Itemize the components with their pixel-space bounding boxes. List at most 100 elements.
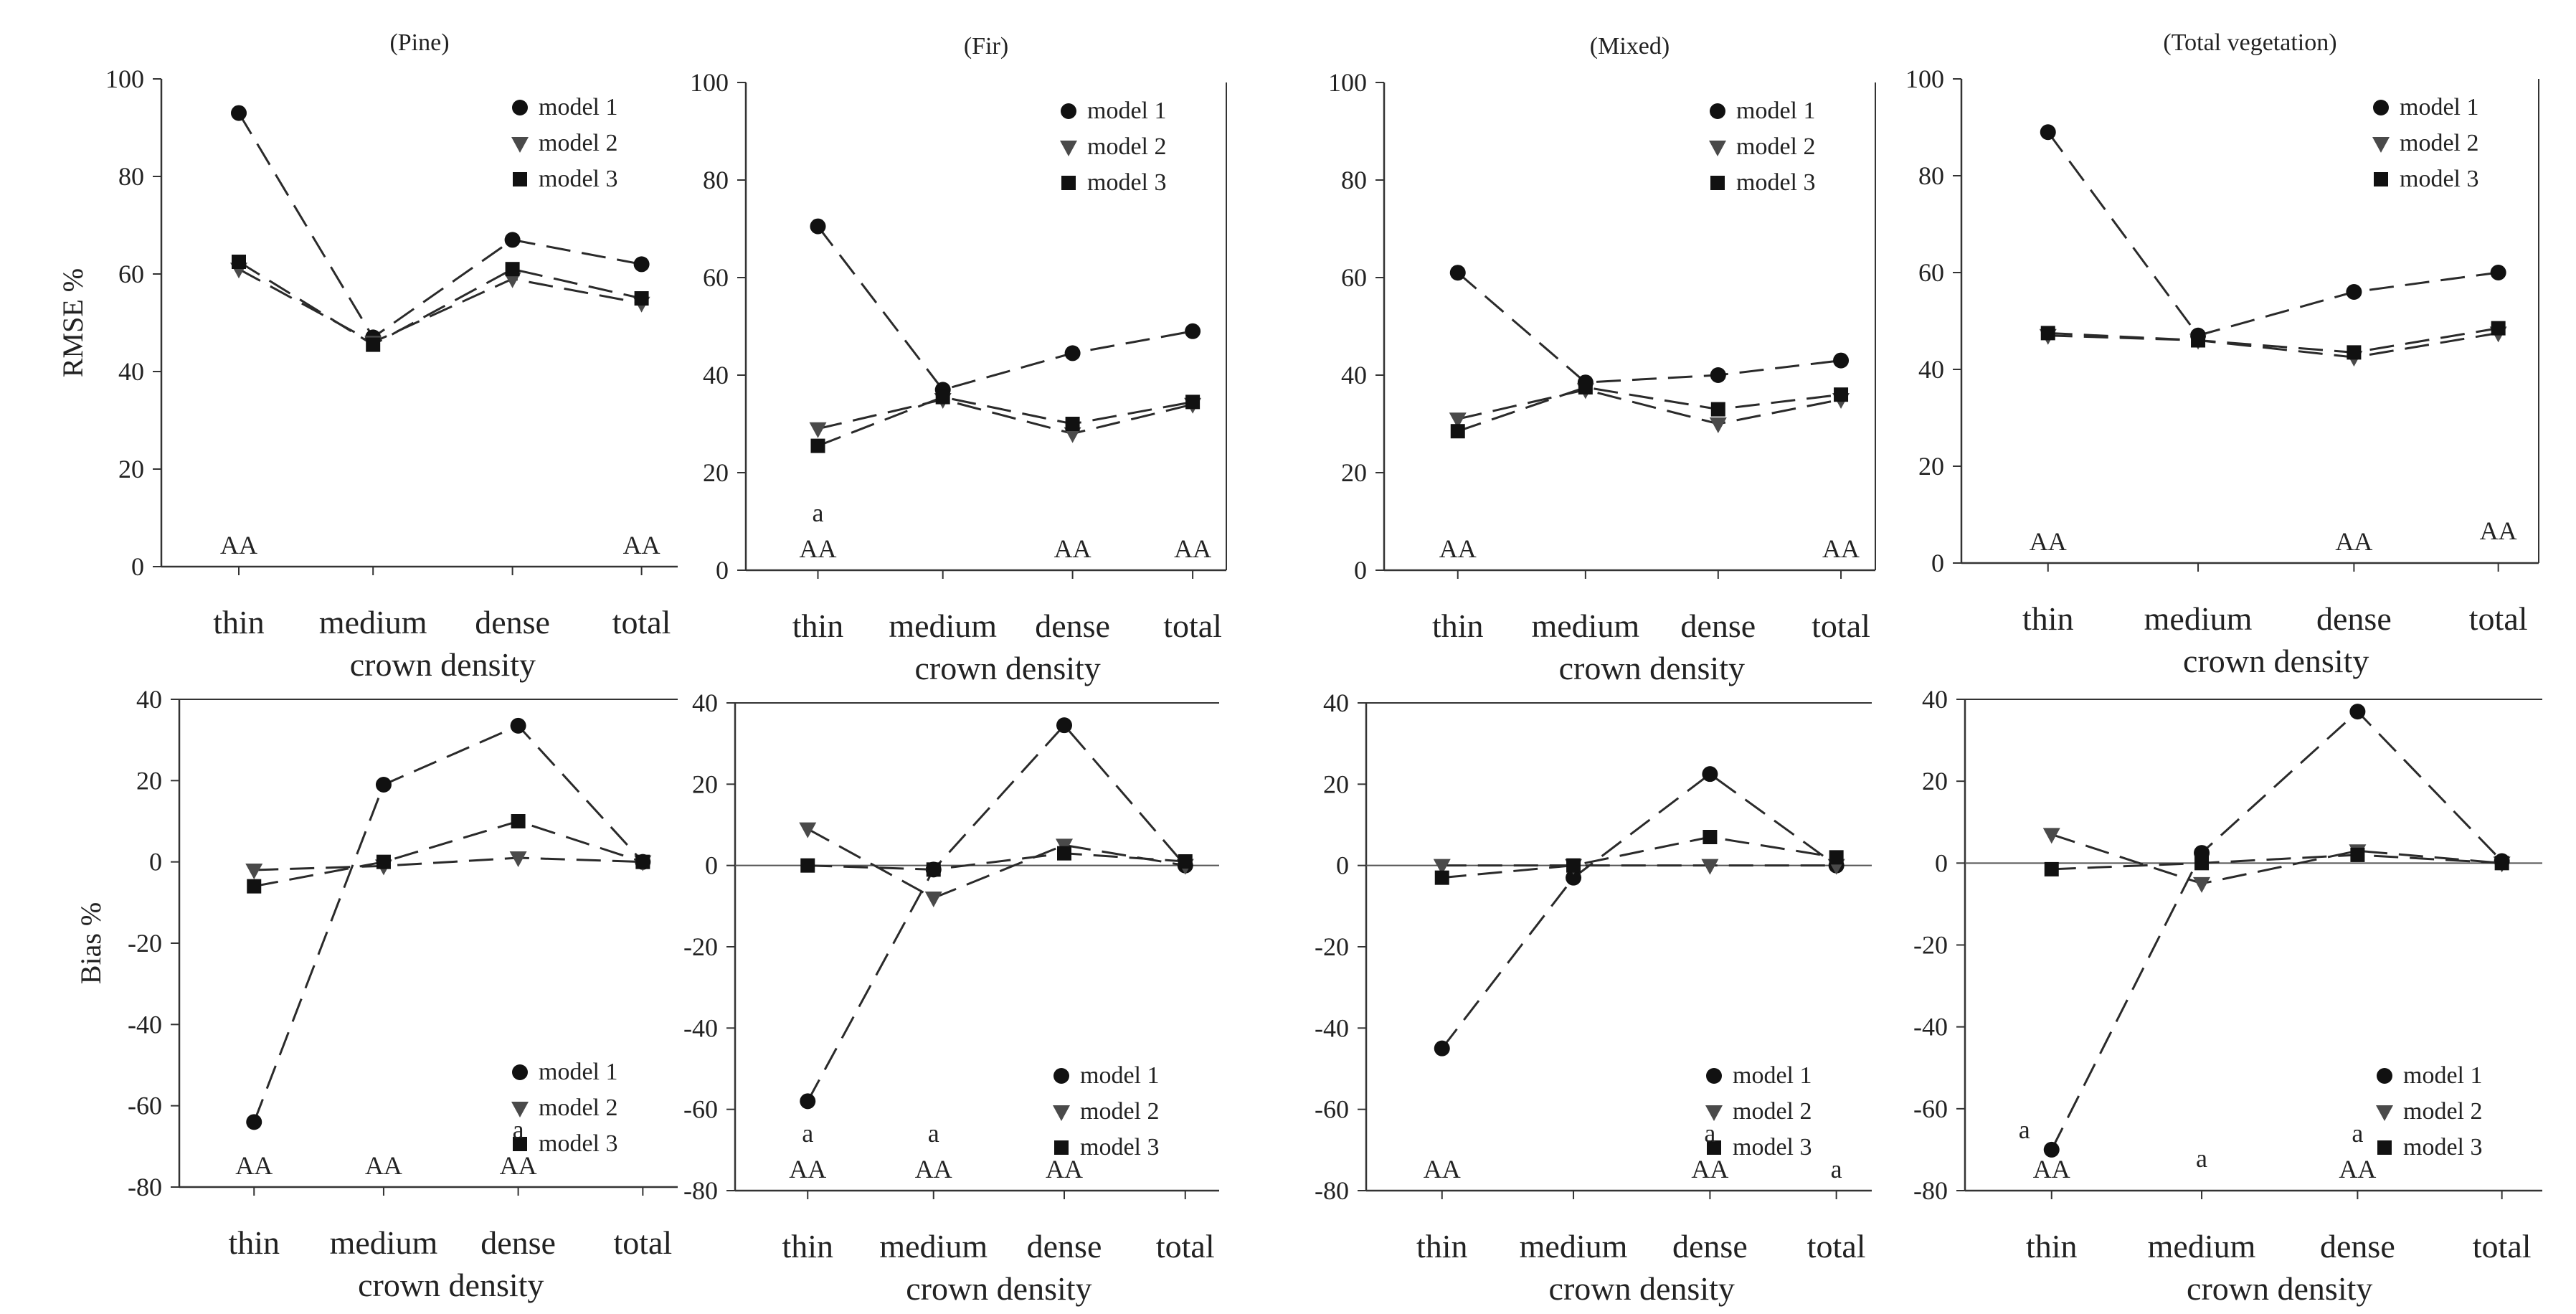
y-tick-label: 80: [1918, 161, 1944, 190]
legend-label: model 2: [2403, 1098, 2482, 1125]
significance-annotation: a: [1831, 1155, 1842, 1183]
data-point-circle: [1056, 717, 1072, 734]
data-point-circle: [1702, 766, 1718, 783]
x-axis-title: crown density: [1549, 1270, 1735, 1307]
x-tick-label: total: [1812, 608, 1870, 644]
data-point-triangle-down: [509, 851, 527, 867]
x-tick-label: thin: [228, 1224, 280, 1261]
significance-annotation: a: [813, 498, 824, 527]
x-tick-label: dense: [1027, 1228, 1102, 1265]
legend-marker-square: [1707, 1140, 1721, 1155]
series-line-circle: [237, 112, 642, 339]
legend-marker-circle: [2373, 100, 2389, 115]
y-axis-title: Bias %: [75, 902, 107, 984]
legend-marker-triangle-down: [2372, 137, 2390, 153]
legend-label: model 3: [539, 1130, 617, 1157]
legend-label: model 3: [1736, 169, 1815, 196]
data-point-triangle-down: [2042, 828, 2060, 844]
significance-annotation: AA: [365, 1151, 402, 1180]
data-point-square: [366, 337, 381, 352]
series-line-circle: [2050, 710, 2503, 1150]
data-point-circle: [2490, 265, 2506, 280]
y-tick-label: -80: [128, 1173, 162, 1201]
data-point-square: [505, 262, 520, 277]
data-point-triangle-down: [1701, 859, 1719, 875]
x-tick-label: thin: [213, 604, 265, 641]
legend-marker-circle: [1710, 103, 1725, 119]
legend-label: model 1: [2403, 1062, 2482, 1089]
series-line-triangle-down: [1457, 388, 1842, 425]
series-line-square: [2051, 854, 2502, 871]
data-point-square: [2350, 847, 2365, 862]
x-tick-label: medium: [889, 608, 997, 644]
panel-rmse-pine: 0 20 40 60 80 100 thin medium dense total crown de…: [57, 29, 678, 683]
y-tick-label: 20: [1341, 458, 1367, 487]
data-point-circle: [1434, 1040, 1450, 1057]
y-tick-label: 40: [136, 685, 162, 714]
y-tick-label: 80: [703, 166, 729, 194]
y-tick-label: 0: [1354, 556, 1367, 585]
data-point-square: [511, 814, 526, 828]
series-line-square: [1441, 836, 1837, 879]
y-tick-label: 0: [716, 556, 729, 585]
panel-title: (Mixed): [1590, 33, 1670, 60]
x-tick-label: total: [2469, 600, 2528, 637]
significance-annotation: AA: [220, 531, 257, 559]
x-tick-label: medium: [319, 604, 427, 641]
x-tick-label: medium: [330, 1224, 438, 1261]
data-point-square: [1185, 394, 1201, 410]
data-point-circle: [1185, 323, 1201, 339]
data-point-circle: [510, 717, 526, 734]
y-tick-label: -40: [1315, 1013, 1349, 1042]
data-point-square: [2191, 333, 2206, 348]
data-point-triangle-down: [1449, 412, 1467, 429]
data-point-square: [1578, 380, 1593, 394]
significance-annotation: AA: [1691, 1155, 1728, 1183]
data-point-circle: [1064, 345, 1081, 361]
x-tick-label: thin: [782, 1228, 833, 1265]
y-tick-label: -60: [1315, 1095, 1349, 1124]
y-tick-label: 80: [1341, 166, 1367, 194]
data-point-triangle-down: [924, 892, 942, 907]
series-line-square: [253, 820, 643, 888]
significance-annotation: AA: [235, 1151, 273, 1180]
data-point-square: [1450, 424, 1465, 439]
legend-marker-circle: [2377, 1068, 2392, 1084]
significance-annotation: AA: [500, 1151, 537, 1180]
legend-marker-square: [513, 1137, 527, 1151]
panel-rmse-total: 0 20 40 60 80 100 thin medium dense total crown de…: [1905, 29, 2539, 679]
panel-rmse-fir: 0 20 40 60 80 100 thin medium dense total crown de…: [690, 33, 1227, 686]
significance-annotation: AA: [2030, 527, 2067, 556]
x-tick-label: total: [1163, 608, 1222, 644]
y-tick-label: 0: [149, 848, 162, 876]
y-tick-label: 40: [1323, 689, 1349, 717]
y-tick-label: -60: [683, 1095, 718, 1124]
legend-label: model 1: [539, 94, 617, 120]
significance-annotation: AA: [1424, 1155, 1461, 1183]
data-point-circle: [1566, 869, 1582, 886]
x-axis-title: crown density: [350, 646, 536, 683]
legend-marker-circle: [1061, 103, 1076, 119]
legend-label: model 3: [539, 166, 617, 192]
data-point-circle: [2043, 1141, 2060, 1158]
legend-marker-triangle-down: [511, 137, 529, 153]
legend-marker-triangle-down: [1053, 1105, 1070, 1121]
significance-annotation: a: [1704, 1119, 1715, 1148]
data-point-square: [247, 879, 262, 894]
series-line-square: [238, 260, 642, 346]
significance-annotation: a: [2019, 1115, 2030, 1144]
series-line-square: [1457, 386, 1842, 433]
x-tick-label: total: [613, 1224, 672, 1261]
x-tick-label: thin: [1432, 608, 1484, 644]
y-tick-label: 20: [1918, 452, 1944, 481]
data-point-square: [926, 862, 941, 877]
legend-label: model 3: [1087, 169, 1166, 196]
series-line-circle: [2047, 131, 2499, 337]
legend-marker-triangle-down: [511, 1102, 529, 1117]
y-tick-label: -20: [1315, 932, 1349, 961]
significance-annotation: AA: [915, 1155, 952, 1183]
data-point-triangle-down: [245, 864, 263, 879]
x-tick-label: dense: [2316, 600, 2392, 637]
data-point-square: [1566, 858, 1581, 873]
